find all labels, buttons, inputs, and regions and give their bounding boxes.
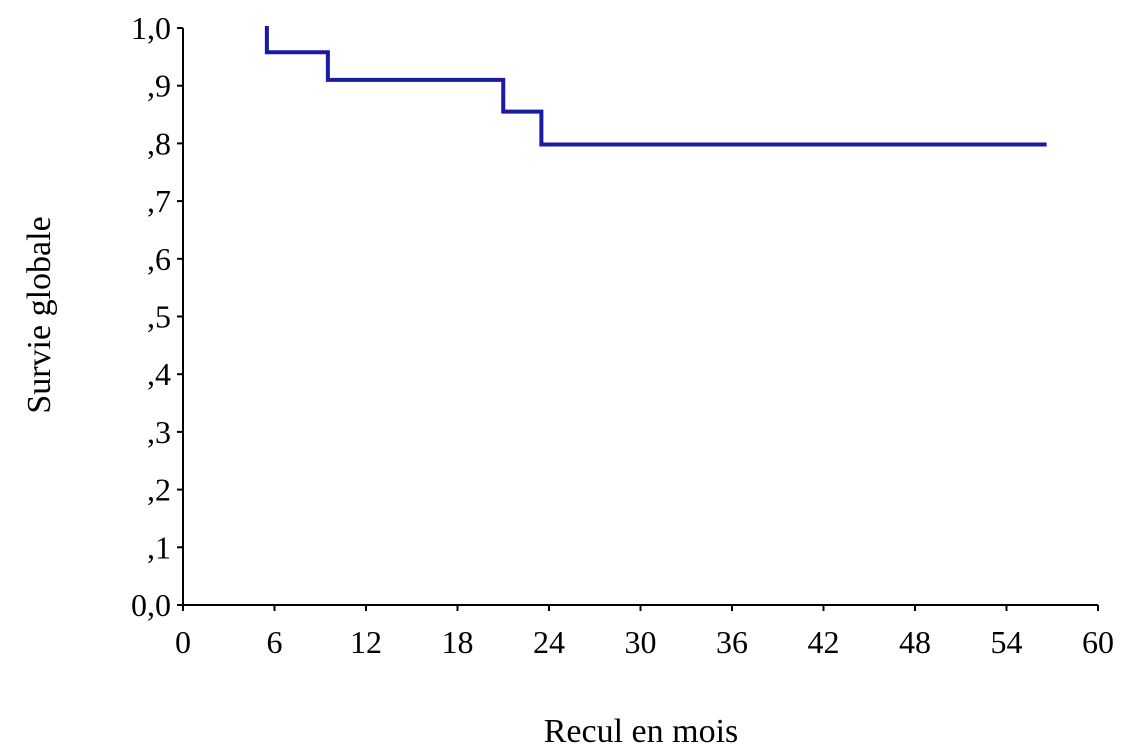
x-tick-label: 60 — [1082, 624, 1114, 660]
x-tick-label: 12 — [350, 624, 382, 660]
x-tick-label: 42 — [808, 624, 840, 660]
x-tick-label: 30 — [625, 624, 657, 660]
x-tick-label: 48 — [899, 624, 931, 660]
x-tick-label: 24 — [533, 624, 565, 660]
y-tick-label: ,3 — [147, 414, 171, 450]
y-axis-title: Survie globale — [21, 216, 58, 413]
plot-area — [264, 26, 1047, 147]
x-tick-label: 18 — [442, 624, 474, 660]
y-tick-label: 0,0 — [131, 587, 171, 623]
x-tick-label: 54 — [991, 624, 1023, 660]
x-tick-label: 6 — [267, 624, 283, 660]
x-tick-label: 36 — [716, 624, 748, 660]
y-tick-label: ,2 — [147, 472, 171, 508]
y-tick-label: ,6 — [147, 241, 171, 277]
x-axis-title: Recul en mois — [544, 713, 739, 750]
y-tick-label: ,8 — [147, 125, 171, 161]
x-axis: 0 6 12 18 24 30 36 42 48 54 60 — [175, 604, 1114, 660]
y-tick-label: ,5 — [147, 299, 171, 335]
y-tick-label: ,7 — [147, 183, 171, 219]
survival-curve-line — [264, 26, 1047, 147]
y-axis: 0,0 ,1 ,2 ,3 ,4 ,5 ,6 ,7 ,8 ,9 1,0 — [131, 10, 184, 623]
y-tick-label: ,4 — [147, 356, 171, 392]
y-tick-label: 1,0 — [131, 10, 171, 46]
y-tick-label: ,1 — [147, 529, 171, 565]
y-tick-label: ,9 — [147, 68, 171, 104]
x-tick-label: 0 — [175, 624, 191, 660]
